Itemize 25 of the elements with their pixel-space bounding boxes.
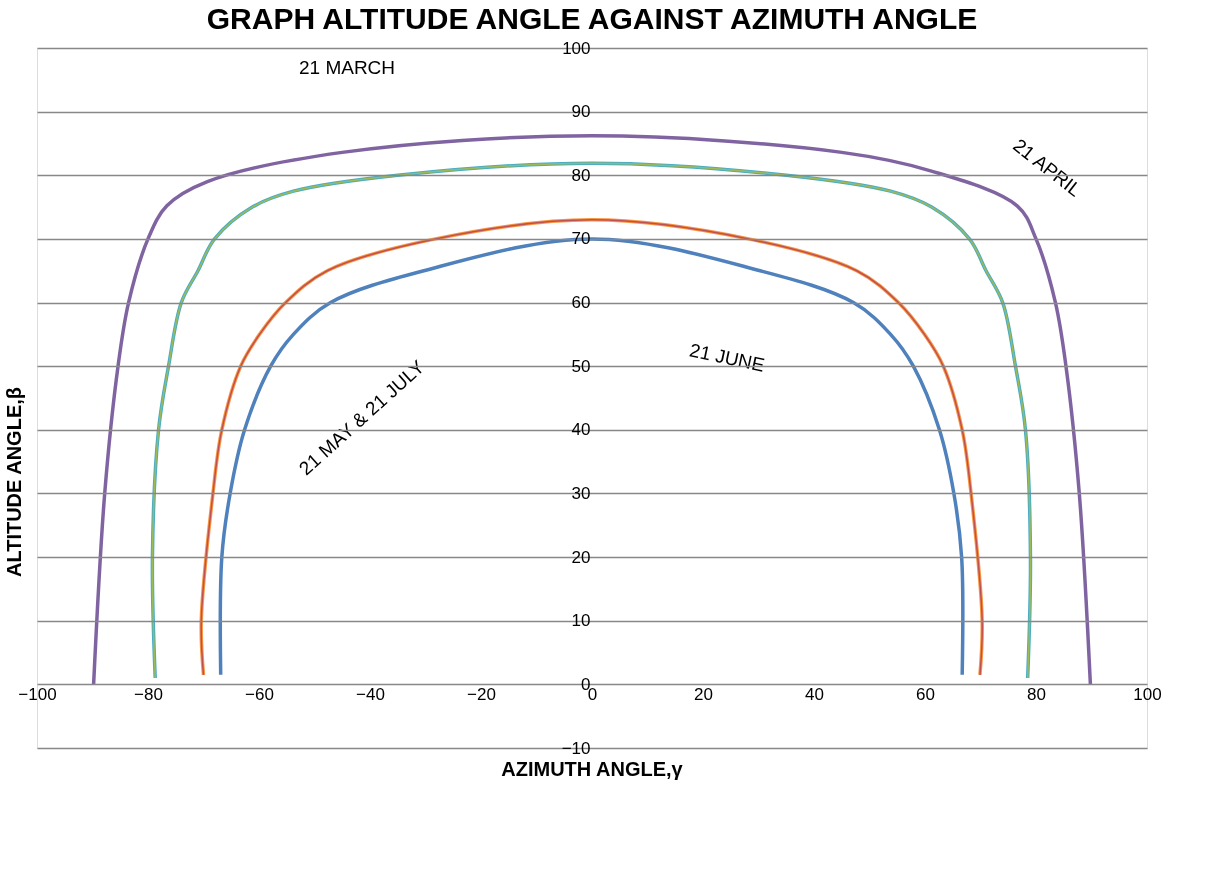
y-tick-label: 50 [571, 356, 591, 376]
x-tick-label: −40 [356, 684, 385, 704]
x-tick-label: −100 [18, 684, 57, 704]
y-tick-label: 10 [571, 611, 591, 631]
y-tick-label: −10 [561, 738, 591, 758]
y-tick-label: 20 [571, 547, 591, 567]
y-axis-title: ALTITUDE ANGLE,β [3, 387, 25, 577]
y-tick-label: 30 [571, 483, 591, 503]
x-tick-label: 40 [805, 684, 824, 704]
x-tick-label: 20 [694, 684, 713, 704]
x-tick-label: 80 [1027, 684, 1046, 704]
annotation: 21 MARCH [298, 57, 396, 78]
y-tick-label: 40 [571, 420, 591, 440]
x-tick-label: −80 [134, 684, 163, 704]
y-tick-label: 80 [571, 165, 591, 185]
y-tick-label: 100 [562, 38, 591, 58]
chart-title: GRAPH ALTITUDE ANGLE AGAINST AZIMUTH ANGLE [206, 2, 978, 35]
y-tick-label: 60 [571, 293, 591, 313]
x-tick-label: 60 [916, 684, 935, 704]
annotation: 21 JUNE [687, 339, 767, 376]
x-tick-label: 100 [1133, 684, 1162, 704]
x-axis-title: AZIMUTH ANGLE,γ [501, 758, 684, 780]
x-tick-label: −20 [467, 684, 496, 704]
x-tick-label: −60 [245, 684, 274, 704]
y-tick-label: 90 [571, 102, 591, 122]
